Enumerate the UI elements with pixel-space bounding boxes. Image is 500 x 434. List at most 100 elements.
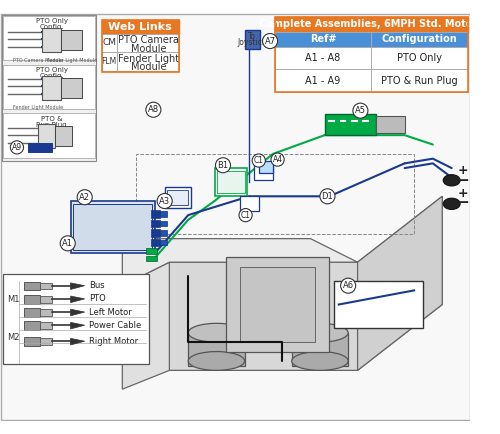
Polygon shape bbox=[122, 239, 358, 286]
Bar bbox=[188, 333, 244, 366]
Bar bbox=[24, 322, 40, 330]
Bar bbox=[102, 33, 179, 53]
Text: Ref#: Ref# bbox=[310, 34, 336, 44]
Text: D1: D1 bbox=[322, 192, 334, 201]
Bar bbox=[275, 69, 370, 92]
Text: Module: Module bbox=[131, 62, 166, 72]
Text: B1: B1 bbox=[218, 161, 228, 170]
Text: PTO &: PTO & bbox=[41, 116, 62, 122]
Bar bbox=[24, 338, 40, 346]
Bar bbox=[2, 15, 96, 161]
Bar bbox=[24, 308, 40, 317]
Text: Config.: Config. bbox=[40, 24, 64, 30]
Circle shape bbox=[262, 33, 278, 49]
Text: PTO Camera Module: PTO Camera Module bbox=[13, 58, 63, 63]
Bar bbox=[38, 124, 54, 148]
Ellipse shape bbox=[443, 198, 460, 210]
Bar bbox=[102, 33, 116, 53]
Ellipse shape bbox=[188, 352, 244, 370]
Circle shape bbox=[252, 154, 266, 167]
Bar bbox=[275, 69, 468, 92]
Bar bbox=[292, 333, 348, 366]
Text: A7: A7 bbox=[264, 36, 276, 46]
Text: Fender Light Module: Fender Light Module bbox=[47, 58, 97, 63]
Bar bbox=[150, 210, 160, 218]
Bar bbox=[244, 30, 260, 49]
Bar bbox=[102, 53, 179, 71]
Text: Module: Module bbox=[131, 43, 166, 53]
Polygon shape bbox=[70, 322, 85, 329]
Bar bbox=[164, 187, 191, 207]
Text: Left Motor: Left Motor bbox=[90, 308, 132, 316]
Text: M2: M2 bbox=[7, 333, 20, 342]
Text: Complete Assemblies, 6MPH Std. Motors: Complete Assemblies, 6MPH Std. Motors bbox=[259, 19, 483, 29]
Bar bbox=[275, 47, 370, 69]
Bar bbox=[42, 28, 61, 53]
Bar bbox=[3, 65, 95, 109]
Bar bbox=[150, 229, 160, 237]
Bar bbox=[40, 296, 52, 302]
Ellipse shape bbox=[292, 323, 348, 342]
Bar bbox=[40, 339, 52, 345]
Text: PTO Camera: PTO Camera bbox=[118, 35, 179, 45]
Bar bbox=[74, 204, 152, 250]
Text: A2: A2 bbox=[79, 193, 90, 202]
Text: PTO: PTO bbox=[90, 294, 106, 303]
Bar bbox=[214, 168, 248, 196]
Text: A9: A9 bbox=[12, 143, 22, 152]
Bar bbox=[259, 161, 273, 173]
Text: PTO Only: PTO Only bbox=[36, 19, 68, 24]
Text: A8: A8 bbox=[148, 105, 159, 114]
Polygon shape bbox=[70, 283, 85, 289]
Polygon shape bbox=[358, 196, 442, 370]
Bar bbox=[150, 220, 160, 227]
Polygon shape bbox=[122, 262, 170, 389]
Bar bbox=[102, 53, 116, 71]
Circle shape bbox=[10, 141, 24, 154]
Polygon shape bbox=[170, 196, 442, 370]
Polygon shape bbox=[70, 309, 85, 316]
Ellipse shape bbox=[188, 323, 244, 342]
Bar bbox=[40, 143, 52, 152]
Bar bbox=[61, 30, 82, 50]
Bar bbox=[61, 78, 82, 99]
Polygon shape bbox=[70, 339, 85, 345]
Text: A4: A4 bbox=[272, 155, 282, 164]
Text: −: − bbox=[456, 173, 469, 188]
Circle shape bbox=[271, 153, 284, 166]
Bar bbox=[102, 20, 179, 72]
Bar bbox=[240, 196, 259, 211]
Text: Right Motor: Right Motor bbox=[90, 337, 138, 346]
Bar bbox=[3, 16, 95, 60]
Bar bbox=[275, 32, 468, 47]
Circle shape bbox=[320, 189, 335, 204]
Bar bbox=[40, 322, 52, 329]
Bar bbox=[160, 211, 168, 217]
Bar bbox=[218, 171, 244, 194]
Bar bbox=[54, 126, 72, 146]
Circle shape bbox=[157, 194, 172, 208]
Bar bbox=[275, 32, 370, 47]
Text: Configuration: Configuration bbox=[382, 34, 458, 44]
Bar bbox=[160, 230, 168, 236]
Text: A5: A5 bbox=[355, 106, 366, 115]
Text: PTO Only: PTO Only bbox=[397, 53, 442, 63]
Bar bbox=[226, 257, 330, 352]
Text: A6: A6 bbox=[342, 281, 353, 290]
Text: A1: A1 bbox=[62, 239, 73, 248]
Bar bbox=[168, 190, 188, 205]
Bar bbox=[334, 281, 424, 328]
Bar bbox=[275, 16, 468, 92]
Text: +: + bbox=[458, 187, 468, 200]
Bar bbox=[240, 267, 315, 342]
Text: Bus: Bus bbox=[90, 281, 105, 290]
Text: C1: C1 bbox=[254, 156, 264, 165]
Text: Fender Light Module: Fender Light Module bbox=[13, 105, 64, 110]
Text: A1 - A9: A1 - A9 bbox=[306, 76, 340, 85]
Circle shape bbox=[340, 278, 355, 293]
Bar bbox=[102, 20, 179, 33]
Bar bbox=[70, 201, 156, 253]
Bar bbox=[136, 154, 414, 234]
Bar bbox=[3, 114, 95, 158]
Text: Config.: Config. bbox=[40, 73, 64, 79]
